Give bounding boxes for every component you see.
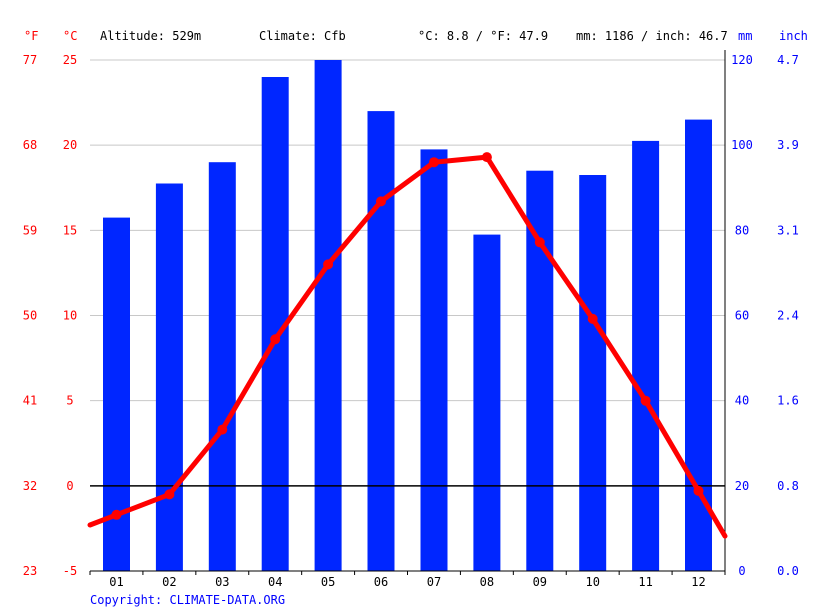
precipitation-bar-02: [155, 183, 183, 571]
y-tick-mm: 0: [738, 564, 745, 578]
temperature-point-04: [270, 334, 281, 345]
x-tick-label: 02: [162, 575, 176, 589]
temperature-point-11: [640, 395, 651, 406]
precipitation-bar-03: [208, 162, 236, 571]
y-tick-c: -5: [63, 564, 77, 578]
y-tick-f: 68: [23, 138, 37, 152]
y-tick-mm: 100: [731, 138, 753, 152]
temperature-point-10: [587, 313, 598, 324]
climate-label: Climate: Cfb: [259, 29, 346, 43]
y-tick-f: 59: [23, 223, 37, 237]
unit-c-label: °C: [63, 29, 77, 43]
y-tick-c: 15: [63, 223, 77, 237]
temperature-point-08: [481, 152, 492, 163]
y-tick-inch: 3.9: [777, 138, 799, 152]
temperature-point-12: [693, 485, 704, 496]
y-tick-inch: 3.1: [777, 223, 799, 237]
precipitation-bar-06: [367, 111, 395, 571]
temperature-average-label: °C: 8.8 / °F: 47.9: [418, 29, 548, 43]
temperature-point-05: [323, 259, 334, 270]
x-tick-label: 07: [427, 575, 441, 589]
grid-layer: [90, 59, 725, 402]
y-tick-f: 41: [23, 394, 37, 408]
y-tick-c: 10: [63, 309, 77, 323]
zero-line-layer: [90, 50, 726, 572]
x-tick-label: 08: [480, 575, 494, 589]
y-tick-mm: 40: [735, 394, 749, 408]
temperature-point-06: [376, 196, 386, 207]
unit-mm-label: mm: [738, 29, 752, 43]
altitude-label: Altitude: 529m: [100, 29, 201, 43]
precipitation-bar-07: [420, 149, 448, 571]
y-tick-mm: 60: [735, 309, 749, 323]
precipitation-bar-08: [473, 234, 501, 571]
x-tick-label: 05: [321, 575, 335, 589]
temperature-point-09: [534, 237, 545, 248]
precipitation-bar-05: [314, 60, 342, 571]
y-tick-f: 32: [23, 479, 37, 493]
y-tick-c: 20: [63, 138, 77, 152]
x-tick-label: 03: [215, 575, 229, 589]
y-tick-inch: 0.8: [777, 479, 799, 493]
temperature-line-path: [87, 154, 728, 539]
x-tick-label: 06: [374, 575, 388, 589]
x-tick-label: 10: [585, 575, 599, 589]
temperature-point-03: [217, 424, 228, 435]
y-tick-inch: 0.0: [777, 564, 799, 578]
x-tick-label: 09: [533, 575, 547, 589]
y-tick-c: 0: [66, 479, 73, 493]
unit-inch-label: inch: [779, 29, 808, 43]
precipitation-total-label: mm: 1186 / inch: 46.7: [576, 29, 728, 43]
y-tick-c: 25: [63, 53, 77, 67]
precipitation-bars: [103, 60, 712, 571]
x-tick-label: 11: [638, 575, 652, 589]
y-tick-f: 23: [23, 564, 37, 578]
axis-labels: -5 23 0 32 5 41 10 50 15 59 20 68 25 77 0 0.0 20 0.8 40 1.6…: [23, 53, 799, 589]
x-tick-label: 01: [109, 575, 123, 589]
y-tick-inch: 1.6: [777, 394, 799, 408]
precipitation-bar-11: [632, 140, 660, 571]
y-tick-mm: 80: [735, 223, 749, 237]
x-tick-label: 04: [268, 575, 282, 589]
y-tick-c: 5: [66, 394, 73, 408]
temperature-point-01: [111, 509, 122, 520]
y-tick-mm: 20: [735, 479, 749, 493]
y-tick-mm: 120: [731, 53, 753, 67]
y-tick-inch: 4.7: [777, 53, 799, 67]
unit-f-label: °F: [24, 29, 38, 43]
temperature-point-07: [429, 157, 439, 168]
copyright-label: Copyright: CLIMATE-DATA.ORG: [90, 593, 285, 607]
precipitation-bar-10: [579, 175, 607, 571]
y-tick-inch: 2.4: [777, 309, 799, 323]
y-tick-f: 77: [23, 53, 37, 67]
temperature-point-02: [164, 489, 175, 500]
x-tick-label: 12: [691, 575, 705, 589]
y-tick-f: 50: [23, 309, 37, 323]
temperature-line: [87, 152, 728, 539]
